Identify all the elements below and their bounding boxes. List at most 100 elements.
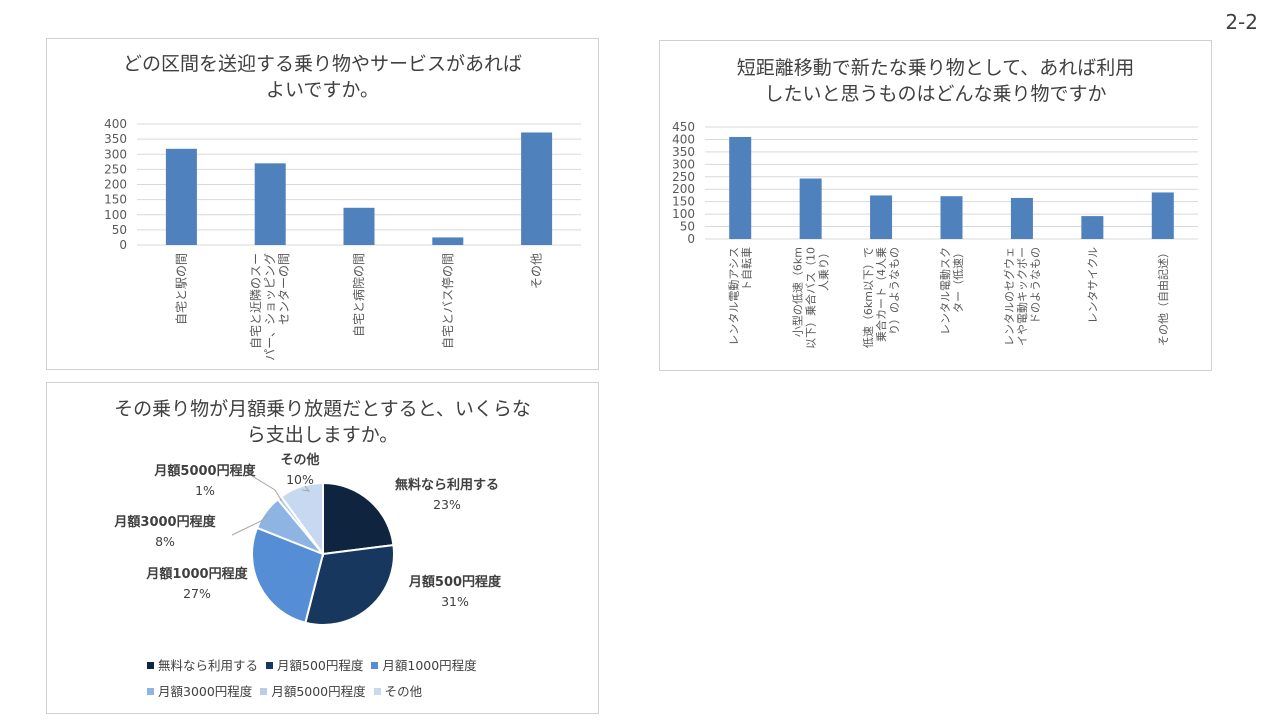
chart-title-line: その乗り物が月額乗り放題だとすると、いくらな [114, 398, 531, 420]
chart-title-line: ら支出しますか。 [246, 424, 399, 446]
x-tick-label-line: ト自転車 [740, 247, 754, 291]
legend-label: 月額3000円程度 [158, 684, 253, 699]
bar [729, 136, 752, 239]
chart-panel-destination: どの区間を送迎する乗り物やサービスがあれば よいですか。 0 50 100 150 20… [46, 38, 599, 370]
x-tick-label: 自宅とバス停の間 [440, 253, 455, 349]
x-tick-label-line: レンタルのセグウェ [1002, 247, 1016, 346]
x-tick-label-line: 自宅と駅の間 [173, 253, 188, 325]
x-tick-label-line: その他（自由記述） [1156, 247, 1170, 346]
pie-chart-price: 無料なら利用する 23% 月額500円程度 31% 月額1000円程度 27% 月額3000… [113, 452, 502, 626]
x-tick-label-line: り）のようなもの [888, 247, 901, 335]
x-tick-label: 自宅と駅の間 [173, 253, 188, 325]
x-tick-label-line: 低速（6km以下）で [862, 247, 875, 348]
y-tick-label: 450 [672, 120, 695, 134]
chart-title-line: したいと思うものはどんな乗り物ですか [764, 83, 1107, 105]
chart-panel-vehicle: 短距離移動で新たな乗り物として、あれば利用 したいと思うものはどんな乗り物ですか… [659, 40, 1212, 371]
x-tick-label-line: イや電動キックボー [1015, 247, 1029, 346]
x-tick-label: 低速（6km以下）で 乗合カート（4人乗 り）のようなもの [862, 247, 901, 348]
legend-label: 月額1000円程度 [382, 658, 477, 673]
pie-slice [279, 481, 324, 558]
pie-category-label: 月額1000円程度 [145, 566, 248, 582]
legend-swatch [147, 688, 154, 695]
y-tick-label: 350 [104, 132, 127, 146]
pie-category-label: 月額500円程度 [408, 574, 502, 590]
y-tick-label: 150 [104, 193, 127, 207]
pie-value-label: 10% [286, 472, 314, 487]
x-tick-label-line: 自宅とバス停の間 [440, 253, 455, 349]
y-tick-label: 350 [672, 145, 695, 159]
bar [940, 196, 963, 239]
page-number: 2-2 [1225, 10, 1258, 34]
legend-swatch [260, 688, 268, 695]
bar [521, 132, 553, 245]
legend-label: 月額5000円程度 [271, 684, 366, 699]
x-tick-label-line: 人乗り） [818, 247, 831, 291]
pie-value-label: 31% [441, 594, 469, 609]
x-tick-label: レンタサイクル [1086, 247, 1099, 323]
x-tick-label-line: レンタル電動スク [938, 247, 952, 335]
x-tick-label-line: 小型の低速（6km [791, 247, 805, 337]
legend-item: 月額5000円程度 [260, 679, 366, 705]
x-tick-label-line: パー、ショッピング [263, 253, 277, 361]
y-tick-label: 200 [104, 178, 127, 192]
y-tick-label: 300 [672, 157, 695, 171]
x-tick-label-line: レンタサイクル [1086, 247, 1099, 323]
y-tick-label: 250 [104, 162, 127, 176]
x-tick-label: 自宅と近隣のスー パー、ショッピング センターの間 [248, 253, 291, 361]
legend-swatch [266, 662, 274, 669]
x-tick-label-line: センターの間 [277, 253, 291, 325]
chart-title-line: どの区間を送迎する乗り物やサービスがあれば [122, 53, 522, 75]
y-tick-label: 200 [672, 182, 695, 196]
chart-title: その乗り物が月額乗り放題だとすると、いくらな ら支出しますか。 [87, 396, 558, 448]
x-tick-label-line: ドのようなもの [1029, 247, 1042, 324]
x-tick-label-line: 自宅と病院の間 [351, 253, 366, 337]
x-tick-label: レンタル電動アシス ト自転車 [727, 247, 754, 346]
pie-category-label: 月額5000円程度 [153, 463, 256, 479]
x-tick-label: その他（自由記述） [1156, 247, 1170, 346]
legend-item: 月額1000円程度 [371, 653, 477, 679]
bar [1081, 216, 1104, 239]
pie-value-label: 27% [183, 586, 211, 601]
bar [799, 178, 822, 239]
x-tick-label-line: 自宅と近隣のスー [248, 253, 263, 349]
bar [432, 237, 464, 245]
bar [254, 163, 286, 245]
leader-line [251, 475, 283, 501]
y-tick-label: 0 [119, 238, 127, 252]
pie-value-label: 23% [433, 497, 461, 512]
x-tick-label: その他 [530, 253, 544, 289]
x-tick-label: レンタル電動スク ター（低速） [938, 247, 965, 335]
leader-line [302, 485, 311, 492]
bar [343, 207, 375, 245]
x-tick-label-line: 乗合カート（4人乗 [874, 247, 888, 342]
y-tick-label: 50 [680, 220, 695, 234]
chart-title: どの区間を送迎する乗り物やサービスがあれば よいですか。 [67, 51, 578, 103]
legend-label: その他 [384, 684, 423, 699]
y-tick-label: 100 [104, 208, 127, 222]
bar [165, 148, 197, 245]
pie-legend: 無料なら利用する 月額500円程度 月額1000円程度 月額3000円程度 月額5000… [147, 653, 567, 705]
x-tick-label-line: その他 [530, 253, 544, 289]
y-tick-label: 400 [104, 117, 127, 131]
y-tick-label: 400 [672, 132, 695, 146]
pie-value-label: 1% [195, 483, 215, 498]
legend-item: 月額3000円程度 [147, 679, 252, 705]
pie-slice [322, 481, 395, 556]
legend-item: 無料なら利用する [147, 653, 258, 679]
pie-category-label: 月額3000円程度 [113, 514, 216, 530]
y-tick-label: 50 [112, 223, 127, 237]
x-tick-label-line: 以下）乗合バス（10 [804, 247, 818, 349]
pie-slice [251, 526, 325, 624]
y-tick-label: 300 [104, 147, 127, 161]
chart-title-line: 短距離移動で新たな乗り物として、あれば利用 [736, 57, 1135, 79]
legend-swatch [147, 662, 154, 669]
y-tick-label: 250 [672, 170, 695, 184]
chart-title-line: よいですか。 [265, 79, 380, 101]
pie-value-label: 8% [155, 534, 175, 549]
x-tick-label: 自宅と病院の間 [351, 253, 366, 337]
pie-category-label: 無料なら利用する [395, 477, 499, 493]
chart-panel-price: その乗り物が月額乗り放題だとすると、いくらな ら支出しますか。 無料なら利用する… [46, 382, 599, 714]
pie-slice [304, 543, 395, 626]
pie-category-label: その他 [280, 452, 319, 468]
